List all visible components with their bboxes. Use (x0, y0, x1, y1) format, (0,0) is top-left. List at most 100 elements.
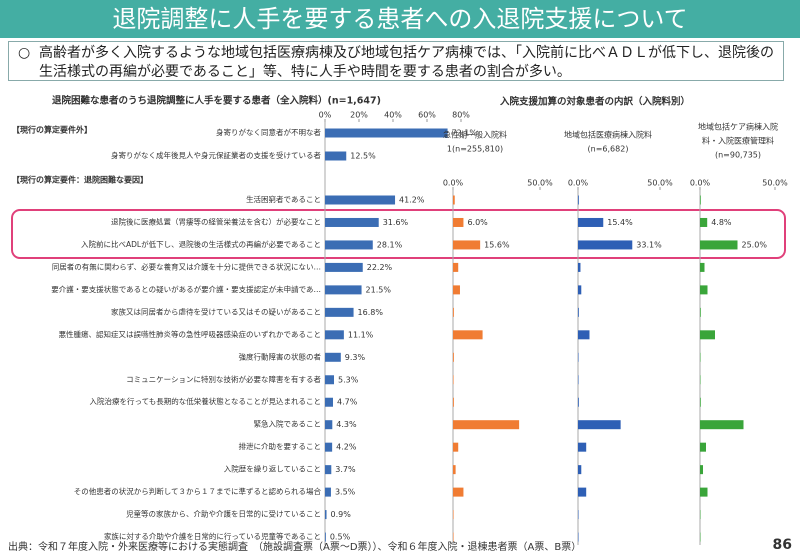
value-label: 22.2% (367, 263, 393, 272)
highlight-box (11, 209, 786, 259)
bar (325, 442, 333, 452)
y-tick-label: 家族又は同居者から虐待を受けている又はその疑いがあること (111, 306, 321, 316)
panel-title: 地域包括医療病棟入院料 (564, 130, 652, 140)
value-label: 9.3% (345, 353, 366, 362)
bar (578, 442, 587, 452)
value-label: 15.4% (607, 218, 633, 227)
value-label: 4.7% (337, 398, 358, 407)
y-tick-label: その他患者の状況から判断して３から１７までに準ずると認められる場合 (74, 486, 322, 496)
bar (578, 240, 633, 250)
x-tick-label: 80% (452, 111, 470, 120)
y-tick-label: 退院後に医療処置（胃瘻等の経管栄養法を含む）が必要なこと (111, 216, 321, 226)
slide-title: 退院調整に人手を要する患者への入退院支援について (112, 5, 687, 33)
bar (453, 307, 454, 317)
y-tick-label: 悪性腫瘍、認知症又は誤嚥性肺炎等の急性呼吸器感染症のいずれかであること (59, 329, 321, 339)
page-number: 86 (773, 537, 792, 553)
bar (325, 307, 354, 317)
x-tick-label: 0.0% (690, 179, 711, 188)
bar (700, 217, 708, 227)
bar (700, 195, 701, 205)
bar (453, 465, 456, 475)
bar (325, 217, 379, 227)
note-box: ○ 高齢者が多く入院するような地域包括医療病棟及び地域包括ケア病棟では、「入院前に… (8, 41, 784, 81)
bar (325, 510, 327, 520)
bar (453, 217, 464, 227)
x-tick-label: 20% (350, 111, 368, 120)
bar (453, 262, 459, 272)
value-label: 11.1% (348, 330, 374, 339)
x-tick-label: 0.0% (568, 179, 589, 188)
y-tick-label: 家族に対する介助や介護を日常的に行っている児童等であること (104, 531, 321, 541)
panel-title: 急性期一般入院料 (443, 130, 507, 140)
value-label: 72.1% (452, 129, 478, 138)
bar (325, 128, 448, 138)
value-label: 12.5% (350, 152, 376, 161)
bar (325, 330, 344, 340)
value-label: 16.8% (358, 308, 384, 317)
value-label: 6.0% (467, 218, 488, 227)
panel-title: 1(n=255,810) (447, 145, 503, 154)
bar (578, 217, 604, 227)
value-label: 3.7% (335, 465, 356, 474)
x-tick-label: 60% (418, 111, 436, 120)
right-heading: 入院支援加算の対象患者の内訳（入院料別） (499, 96, 690, 108)
bar (700, 307, 701, 317)
value-label: 25.0% (742, 240, 768, 249)
bar (578, 397, 579, 407)
value-label: 0.9% (331, 510, 352, 519)
y-tick-label: 要介護・要支援状態であるとの疑いがあるが要介護・要支援認定が未申請であ… (51, 284, 321, 294)
bar (453, 330, 483, 340)
bar (700, 285, 708, 295)
x-tick-label: 40% (384, 111, 402, 120)
bar (453, 532, 454, 542)
y-tick-label: 身寄りがなく成年後見人や身元保証業者の支援を受けている者 (111, 150, 321, 160)
bar (453, 195, 455, 205)
value-label: 3.5% (335, 488, 356, 497)
bar (453, 420, 520, 430)
bar (453, 397, 454, 407)
bar (325, 420, 333, 430)
bar (325, 532, 326, 542)
bar (700, 487, 708, 497)
bar (453, 442, 459, 452)
bar (325, 352, 341, 362)
value-label: 4.8% (711, 218, 732, 227)
section-label: 【現行の算定要件外】 (12, 125, 92, 135)
header-bar (0, 0, 800, 38)
bar (453, 352, 454, 362)
bar (578, 487, 587, 497)
value-label: 15.6% (484, 240, 510, 249)
bar (578, 307, 579, 317)
value-label: 28.1% (377, 240, 403, 249)
bar (325, 240, 373, 250)
y-tick-label: コミュニケーションに特別な技術が必要な障害を有する者 (126, 374, 321, 384)
bar (325, 285, 362, 295)
value-label: 33.1% (636, 240, 662, 249)
panel-title: (n=6,682) (588, 145, 629, 154)
y-tick-label: 強度行動障害の状態の者 (239, 351, 322, 361)
bar (700, 330, 715, 340)
value-label: 31.6% (383, 218, 409, 227)
y-tick-label: 入院治療を行っても長期的な低栄養状態となることが見込まれること (89, 396, 321, 406)
bar (453, 510, 454, 520)
bar (578, 330, 590, 340)
bar (453, 487, 464, 497)
bar (578, 420, 621, 430)
y-tick-label: 入院歴を繰り返していること (224, 464, 321, 474)
bar (700, 465, 703, 475)
value-label: 4.2% (336, 443, 357, 452)
panel-title: 地域包括ケア病棟入院 (698, 122, 778, 132)
bar (453, 285, 460, 295)
bar (325, 195, 396, 205)
bullet: ○ (18, 45, 31, 61)
x-tick-label: 0% (319, 111, 332, 120)
x-tick-label: 50.0% (762, 179, 788, 188)
y-tick-label: 児童等の家族から、介助や介護を日常的に受けていること (126, 509, 321, 519)
bar (325, 465, 332, 475)
value-label: 4.3% (336, 420, 357, 429)
y-tick-label: 緊急入院であること (254, 419, 321, 429)
bar (325, 397, 333, 407)
bar (325, 151, 347, 161)
